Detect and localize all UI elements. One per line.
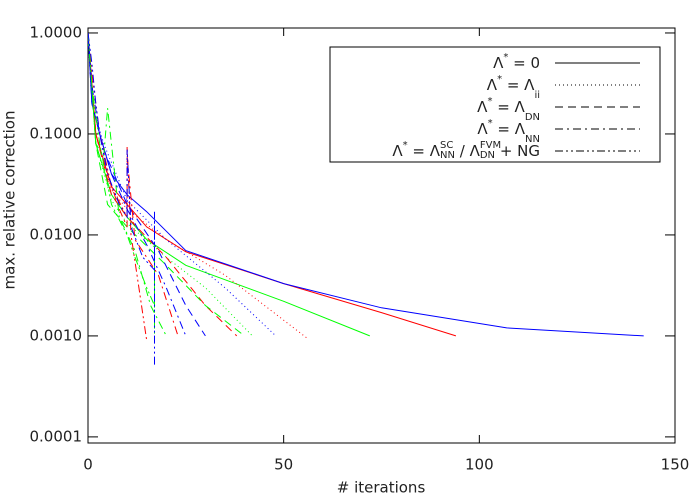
y-tick-label: 0.0100 xyxy=(30,225,83,243)
y-tick-label: 0.0001 xyxy=(30,427,83,445)
legend-text: NN xyxy=(440,150,455,161)
legend-label: Λ* = ΛDN xyxy=(477,96,540,123)
x-tick-label: 0 xyxy=(83,456,93,474)
legend-text: = Λ xyxy=(493,120,526,138)
data-line xyxy=(88,32,308,339)
legend-text: = Λ xyxy=(502,76,535,94)
legend-box xyxy=(329,46,661,163)
x-axis-label: # iterations xyxy=(337,479,426,497)
data-line xyxy=(88,32,644,337)
legend-text: FVM xyxy=(480,140,501,151)
legend-text: Λ xyxy=(477,98,488,116)
x-tick-label: 50 xyxy=(274,456,293,474)
data-line xyxy=(88,32,206,337)
legend-text: / Λ xyxy=(455,142,481,160)
legend-label: Λ* = ΛSC NN / ΛFVM DN + NG xyxy=(392,140,540,161)
legend-text: * xyxy=(488,118,493,129)
legend-text: * xyxy=(503,52,508,63)
legend-text: SC xyxy=(440,140,453,151)
data-line xyxy=(88,32,167,337)
legend-text: DN xyxy=(480,150,495,161)
legend-text: Λ xyxy=(493,54,504,72)
data-line xyxy=(88,32,179,337)
plot-frame xyxy=(87,27,676,444)
legend-text: ii xyxy=(534,90,540,101)
x-tick-label: 150 xyxy=(661,456,690,474)
y-tick-label: 0.0010 xyxy=(30,326,83,344)
legend-text: Λ xyxy=(477,120,488,138)
data-line xyxy=(88,32,457,337)
legend-text: * xyxy=(497,74,502,85)
legend-text: + NG xyxy=(495,142,540,160)
data-line xyxy=(88,32,155,336)
legend-text: * xyxy=(403,140,408,151)
data-line xyxy=(88,32,253,337)
legend-text: DN xyxy=(525,112,540,123)
x-tick-label: 100 xyxy=(465,456,494,474)
y-axis-label: max. relative correction xyxy=(1,111,19,290)
legend-text: = Λ xyxy=(492,98,525,116)
legend-text: Λ xyxy=(487,76,498,94)
data-line xyxy=(88,32,155,367)
legend-text: = 0 xyxy=(508,54,540,72)
data-line xyxy=(88,32,187,337)
legend-label: Λ* = 0 xyxy=(493,52,540,72)
legend-label: Λ* = Λii xyxy=(487,74,540,101)
legend-text: NN xyxy=(525,134,540,145)
data-line xyxy=(88,32,277,337)
data-line xyxy=(88,32,370,337)
y-tick-label: 1.0000 xyxy=(30,23,83,41)
legend-text: = Λ xyxy=(408,142,441,160)
y-tick-label: 0.1000 xyxy=(30,124,83,142)
legend-text: Λ xyxy=(392,142,403,160)
legend-label: Λ* = ΛNN xyxy=(477,118,540,145)
legend-text: * xyxy=(487,96,492,107)
